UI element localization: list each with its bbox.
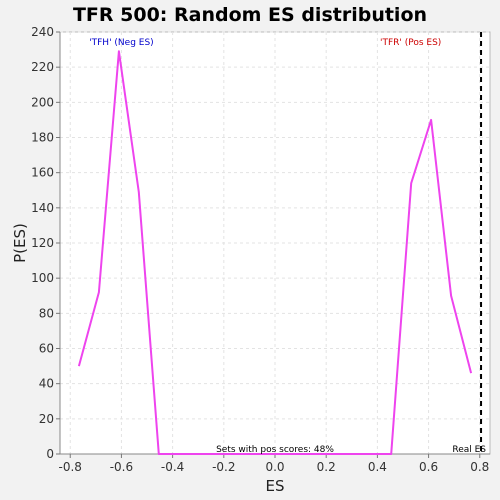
series-layer: [77, 50, 473, 455]
x-tick-label: 0.0: [265, 460, 284, 474]
neg-es-label: 'TFH' (Neg ES): [89, 38, 154, 48]
y-tick-label: 120: [31, 236, 54, 250]
y-tick-label: 160: [31, 166, 54, 180]
y-tick-label: 0: [46, 447, 54, 461]
x-tick-label: 0.2: [317, 460, 336, 474]
x-axis-ticks: -0.8 -0.6 -0.4 -0.2 0.0 0.2 0.4 0.6 0.8: [59, 454, 489, 474]
y-tick-label: 100: [31, 271, 54, 285]
y-tick-label: 60: [39, 342, 54, 356]
y-tick-label: 40: [39, 377, 54, 391]
y-tick-label: 200: [31, 95, 54, 109]
x-tick-label: -0.4: [161, 460, 184, 474]
y-tick-label: 80: [39, 306, 54, 320]
x-axis-label: ES: [266, 477, 285, 495]
y-axis-label: P(ES): [11, 223, 29, 263]
x-tick-label: -0.6: [110, 460, 133, 474]
pos-es-label: 'TFR' (Pos ES): [380, 38, 441, 48]
y-axis-ticks: 0 20 40 60 80 100 120 140 160 180 200 220 240: [31, 25, 60, 461]
grid-lines: [60, 31, 490, 455]
y-tick-label: 180: [31, 131, 54, 145]
x-tick-label: -0.8: [59, 460, 82, 474]
y-tick-label: 140: [31, 201, 54, 215]
real-es-label: Real ES: [452, 445, 486, 455]
y-tick-label: 20: [39, 412, 54, 426]
pos-scores-annotation: Sets with pos scores: 48%: [216, 445, 334, 455]
x-tick-label: 0.4: [368, 460, 387, 474]
y-tick-label: 240: [31, 25, 54, 39]
x-tick-label: 0.6: [419, 460, 438, 474]
chart-title: TFR 500: Random ES distribution: [73, 4, 427, 26]
y-tick-label: 220: [31, 60, 54, 74]
x-tick-label: -0.2: [212, 460, 235, 474]
x-tick-label: 0.8: [470, 460, 489, 474]
series-line: [77, 50, 473, 455]
